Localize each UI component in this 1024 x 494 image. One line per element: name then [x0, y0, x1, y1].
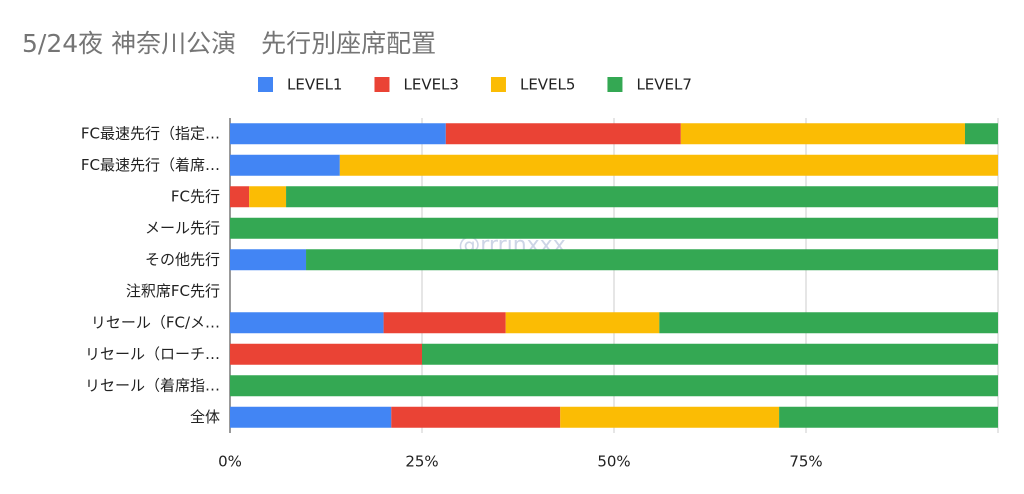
y-tick-label: その他先行	[145, 250, 220, 268]
legend-swatch	[607, 77, 623, 92]
bar-segment	[230, 375, 998, 397]
y-tick-label: FC先行	[171, 187, 220, 205]
bar-segment	[505, 312, 660, 334]
legend-label: LEVEL7	[636, 76, 691, 94]
bar-segment	[230, 186, 250, 208]
bar-segment	[383, 312, 506, 334]
bar-segment	[391, 406, 561, 428]
bar-segment	[230, 217, 998, 239]
bar-segment	[286, 186, 999, 208]
bar-segment	[659, 312, 998, 334]
bar-segment	[230, 406, 392, 428]
y-tick-label: 注釈席FC先行	[126, 282, 220, 300]
legend-swatch	[374, 77, 390, 92]
bar-segment	[779, 406, 998, 428]
y-tick-label: リセール（着席指…	[85, 376, 220, 394]
legend-label: LEVEL5	[520, 76, 575, 94]
bar-segment	[339, 154, 999, 176]
x-tick-label: 75%	[789, 453, 822, 471]
legend-label: LEVEL1	[287, 76, 342, 94]
bar-segment	[306, 249, 999, 271]
legend-label: LEVEL3	[403, 76, 458, 94]
y-tick-label: リセール（FC/メ…	[91, 313, 220, 331]
y-tick-label: FC最速先行（指定…	[81, 124, 220, 142]
bar-segment	[422, 343, 998, 365]
x-tick-label: 50%	[597, 453, 630, 471]
y-tick-label: 全体	[190, 408, 220, 426]
y-tick-label: メール先行	[145, 219, 220, 237]
bar-segment	[230, 343, 422, 365]
chart-title: 5/24夜 神奈川公演 先行別座席配置	[22, 29, 436, 58]
bar-segment	[445, 123, 681, 145]
bar-segment	[964, 123, 998, 145]
x-tick-label: 0%	[218, 453, 242, 471]
y-tick-label: FC最速先行（着席…	[81, 156, 220, 174]
bar-segment	[680, 123, 965, 145]
bar-segment	[230, 123, 446, 145]
bar-segment	[249, 186, 287, 208]
bar-segment	[230, 249, 307, 271]
legend-swatch	[490, 77, 506, 92]
y-tick-label: リセール（ローチ…	[85, 345, 220, 363]
bar-segment	[560, 406, 780, 428]
bar-segment	[230, 312, 384, 334]
legend-swatch	[258, 77, 273, 92]
x-tick-label: 25%	[405, 453, 438, 471]
bar-segment	[230, 154, 340, 176]
